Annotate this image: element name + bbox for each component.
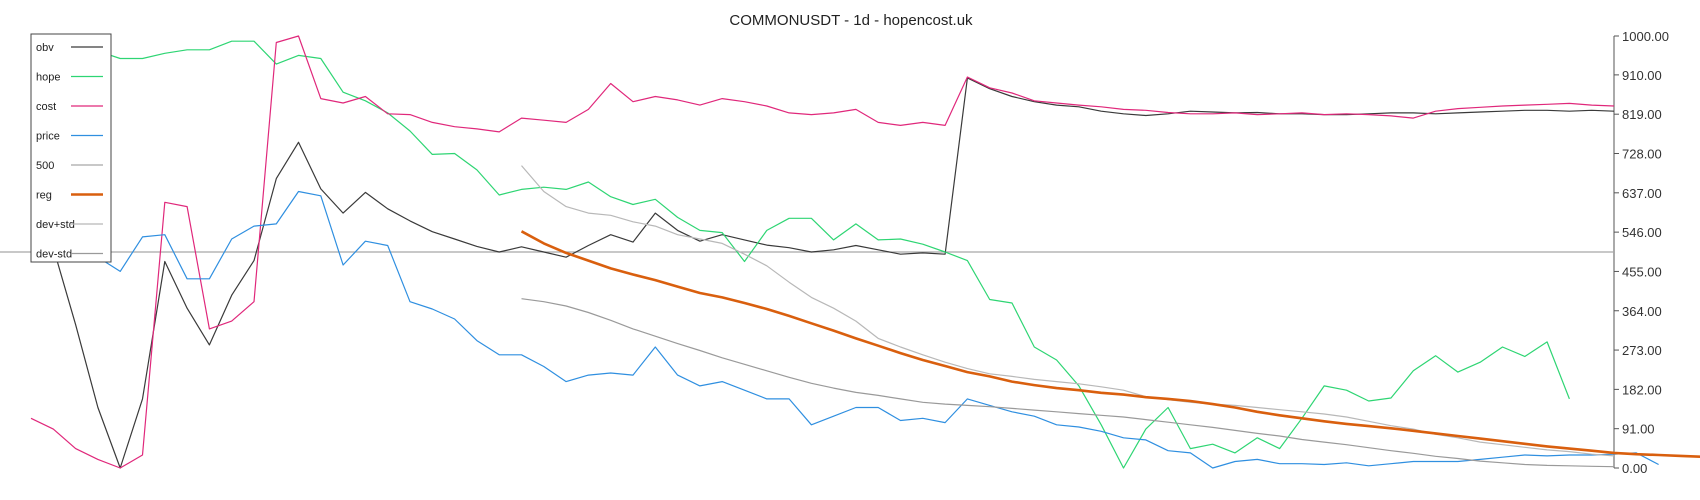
y-tick-label: 910.00 <box>1622 68 1662 83</box>
y-tick-label: 0.00 <box>1622 461 1647 476</box>
series-line-price <box>31 190 1659 469</box>
legend-label-500: 500 <box>36 160 54 172</box>
y-tick-label: 819.00 <box>1622 107 1662 122</box>
y-tick-label: 182.00 <box>1622 382 1662 397</box>
y-axis: 1000.00 910.00 819.00 728.00 637.00 546.00 455… <box>1614 29 1669 476</box>
y-tick-label: 455.00 <box>1622 264 1662 279</box>
legend-label-dev-std: dev-std <box>36 249 72 261</box>
legend: obv hope cost price 500 reg dev+std dev-std <box>30 33 112 263</box>
chart-title: COMMONUSDT - 1d - hopencost.uk <box>729 12 973 29</box>
series-line-hope <box>30 40 1570 469</box>
legend-label-cost: cost <box>36 101 56 113</box>
legend-label-obv: obv <box>36 42 54 54</box>
y-tick-label: 637.00 <box>1622 186 1662 201</box>
series-line-reg <box>520 230 1700 458</box>
plot-area <box>30 35 1700 469</box>
legend-label-hope: hope <box>36 72 60 84</box>
y-tick-label: 546.00 <box>1622 225 1662 240</box>
y-tick-label: 273.00 <box>1622 343 1662 358</box>
legend-label-reg: reg <box>36 190 52 202</box>
legend-label-dev-std: dev+std <box>36 219 75 231</box>
series-line-dev-std <box>521 298 1615 468</box>
y-tick-label: 91.00 <box>1622 422 1655 437</box>
y-tick-label: 364.00 <box>1622 304 1662 319</box>
y-tick-label: 728.00 <box>1622 147 1662 162</box>
y-tick-label: 1000.00 <box>1622 29 1669 44</box>
legend-label-price: price <box>36 131 60 143</box>
series-line-cost <box>30 35 1615 469</box>
